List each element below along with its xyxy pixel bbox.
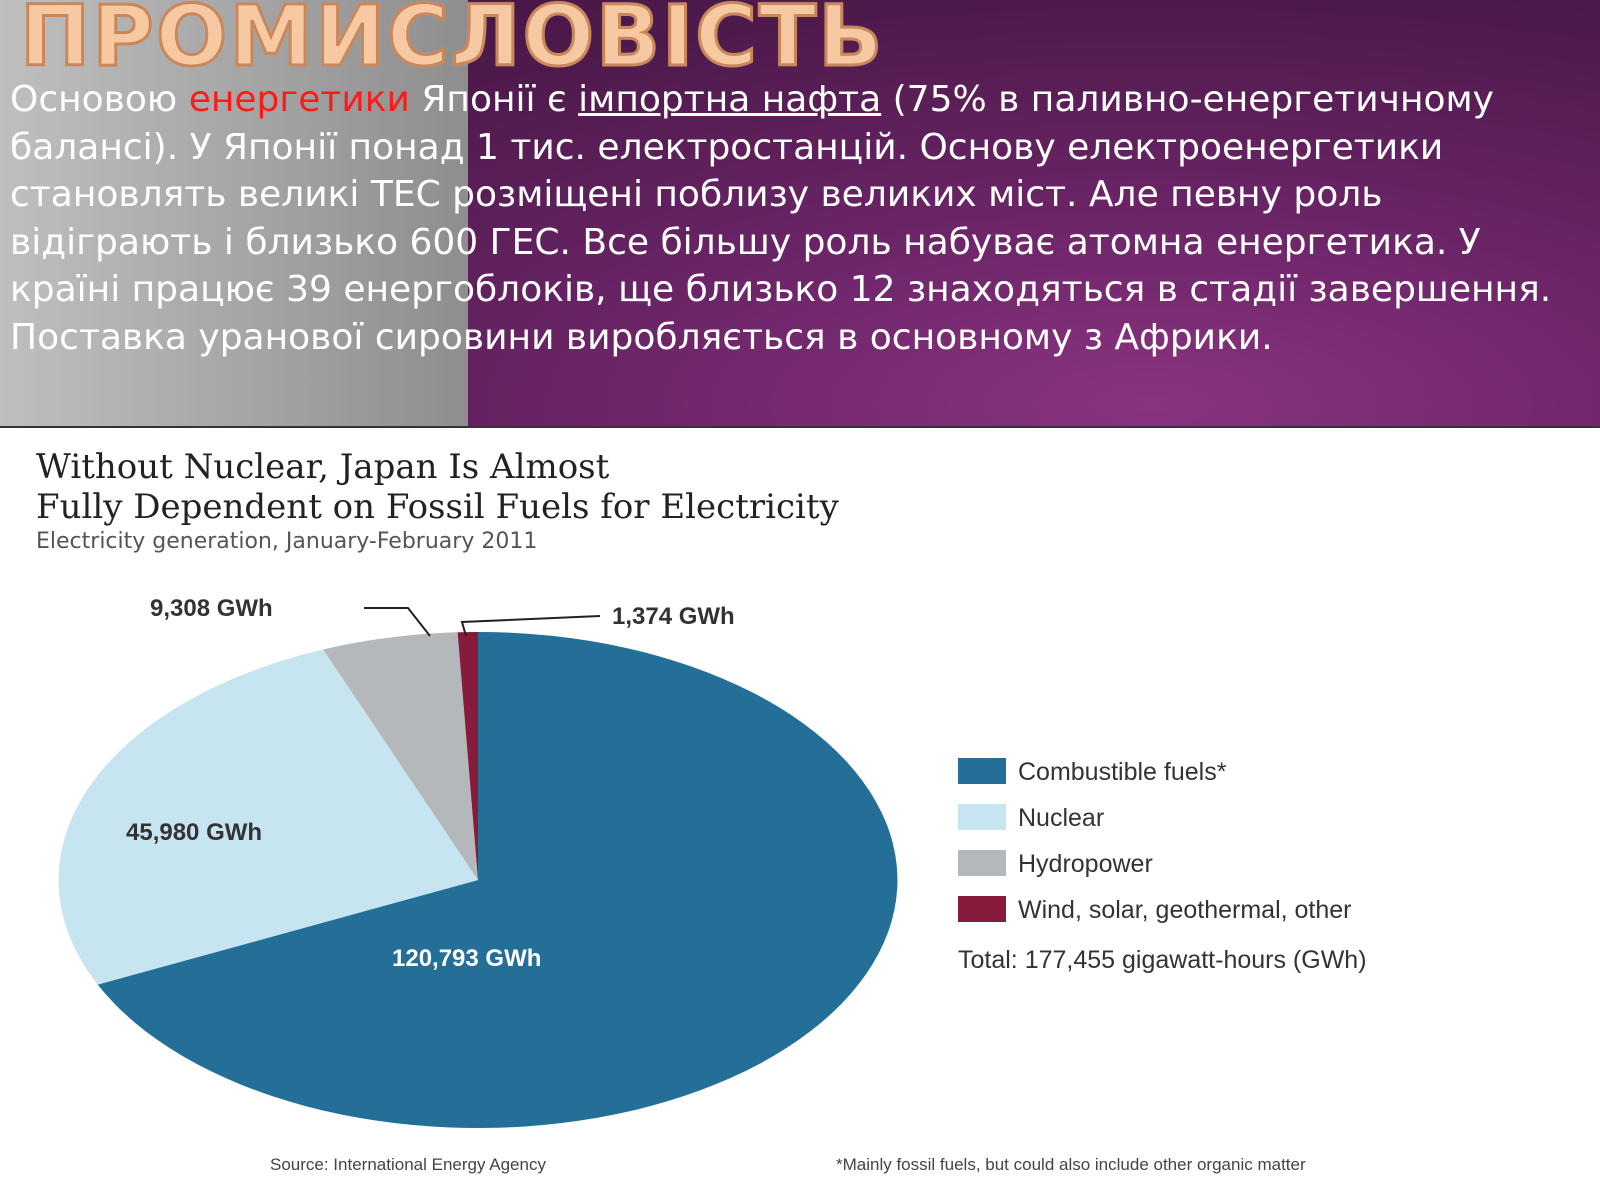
slice-combustible-fuels (97, 632, 898, 1128)
hydropower-leader-line (364, 607, 431, 637)
body-text-part-2: Японії є (409, 79, 579, 120)
import-oil-link[interactable]: імпортна нафта (578, 79, 882, 120)
chart-legend: Combustible fuels* Nuclear Hydropower Wi… (958, 758, 1367, 974)
chart-panel: Without Nuclear, Japan Is Almost Fully D… (0, 426, 1600, 1202)
body-text-part-3: (75% в паливно-енергетичному балансі). У… (10, 79, 1552, 358)
chart-title-line-1: Without Nuclear, Japan Is Almost (36, 447, 610, 487)
legend-label-wind-solar: Wind, solar, geothermal, other (1018, 896, 1352, 924)
chart-subtitle: Electricity generation, January-February… (36, 529, 537, 554)
pie-chart: Without Nuclear, Japan Is Almost Fully D… (36, 447, 1367, 1174)
legend-label-nuclear: Nuclear (1018, 804, 1104, 832)
data-label-nuclear: 45,980 GWh (126, 819, 262, 846)
chart-footnote: *Mainly fossil fuels, but could also inc… (836, 1155, 1306, 1174)
data-label-wind-solar: 1,374 GWh (612, 603, 735, 630)
slice-hydropower (323, 632, 478, 880)
pie-slices (58, 632, 898, 1128)
legend-label-hydropower: Hydropower (1018, 850, 1153, 878)
body-paragraph: Основою енергетики Японії є імпортна наф… (10, 76, 1595, 361)
data-label-combustible-fuels: 120,793 GWh (392, 945, 541, 972)
slide-title: ПРОМИСЛОВІСТЬ (18, 0, 885, 85)
chart-total: Total: 177,455 gigawatt-hours (GWh) (958, 946, 1367, 974)
legend-swatch-combustible-fuels (958, 758, 1006, 784)
slice-nuclear (58, 649, 478, 985)
gray-panel (0, 0, 468, 426)
chart-title-line-2: Fully Dependent on Fossil Fuels for Elec… (36, 487, 840, 527)
legend-swatch-hydropower (958, 850, 1006, 876)
chart-source: Source: International Energy Agency (270, 1155, 546, 1174)
legend-label-combustible-fuels: Combustible fuels* (1018, 758, 1227, 786)
slice-wind-solar (457, 632, 478, 880)
highlighted-term: енергетики (188, 79, 410, 120)
legend-swatch-wind-solar (958, 896, 1006, 922)
slide-header: ПРОМИСЛОВІСТЬ Основою енергетики Японії … (0, 0, 1600, 426)
legend-swatch-nuclear (958, 804, 1006, 830)
data-label-hydropower: 9,308 GWh (150, 595, 273, 622)
renewables-leader-line (460, 615, 601, 637)
body-text-part-1: Основою (10, 79, 189, 120)
